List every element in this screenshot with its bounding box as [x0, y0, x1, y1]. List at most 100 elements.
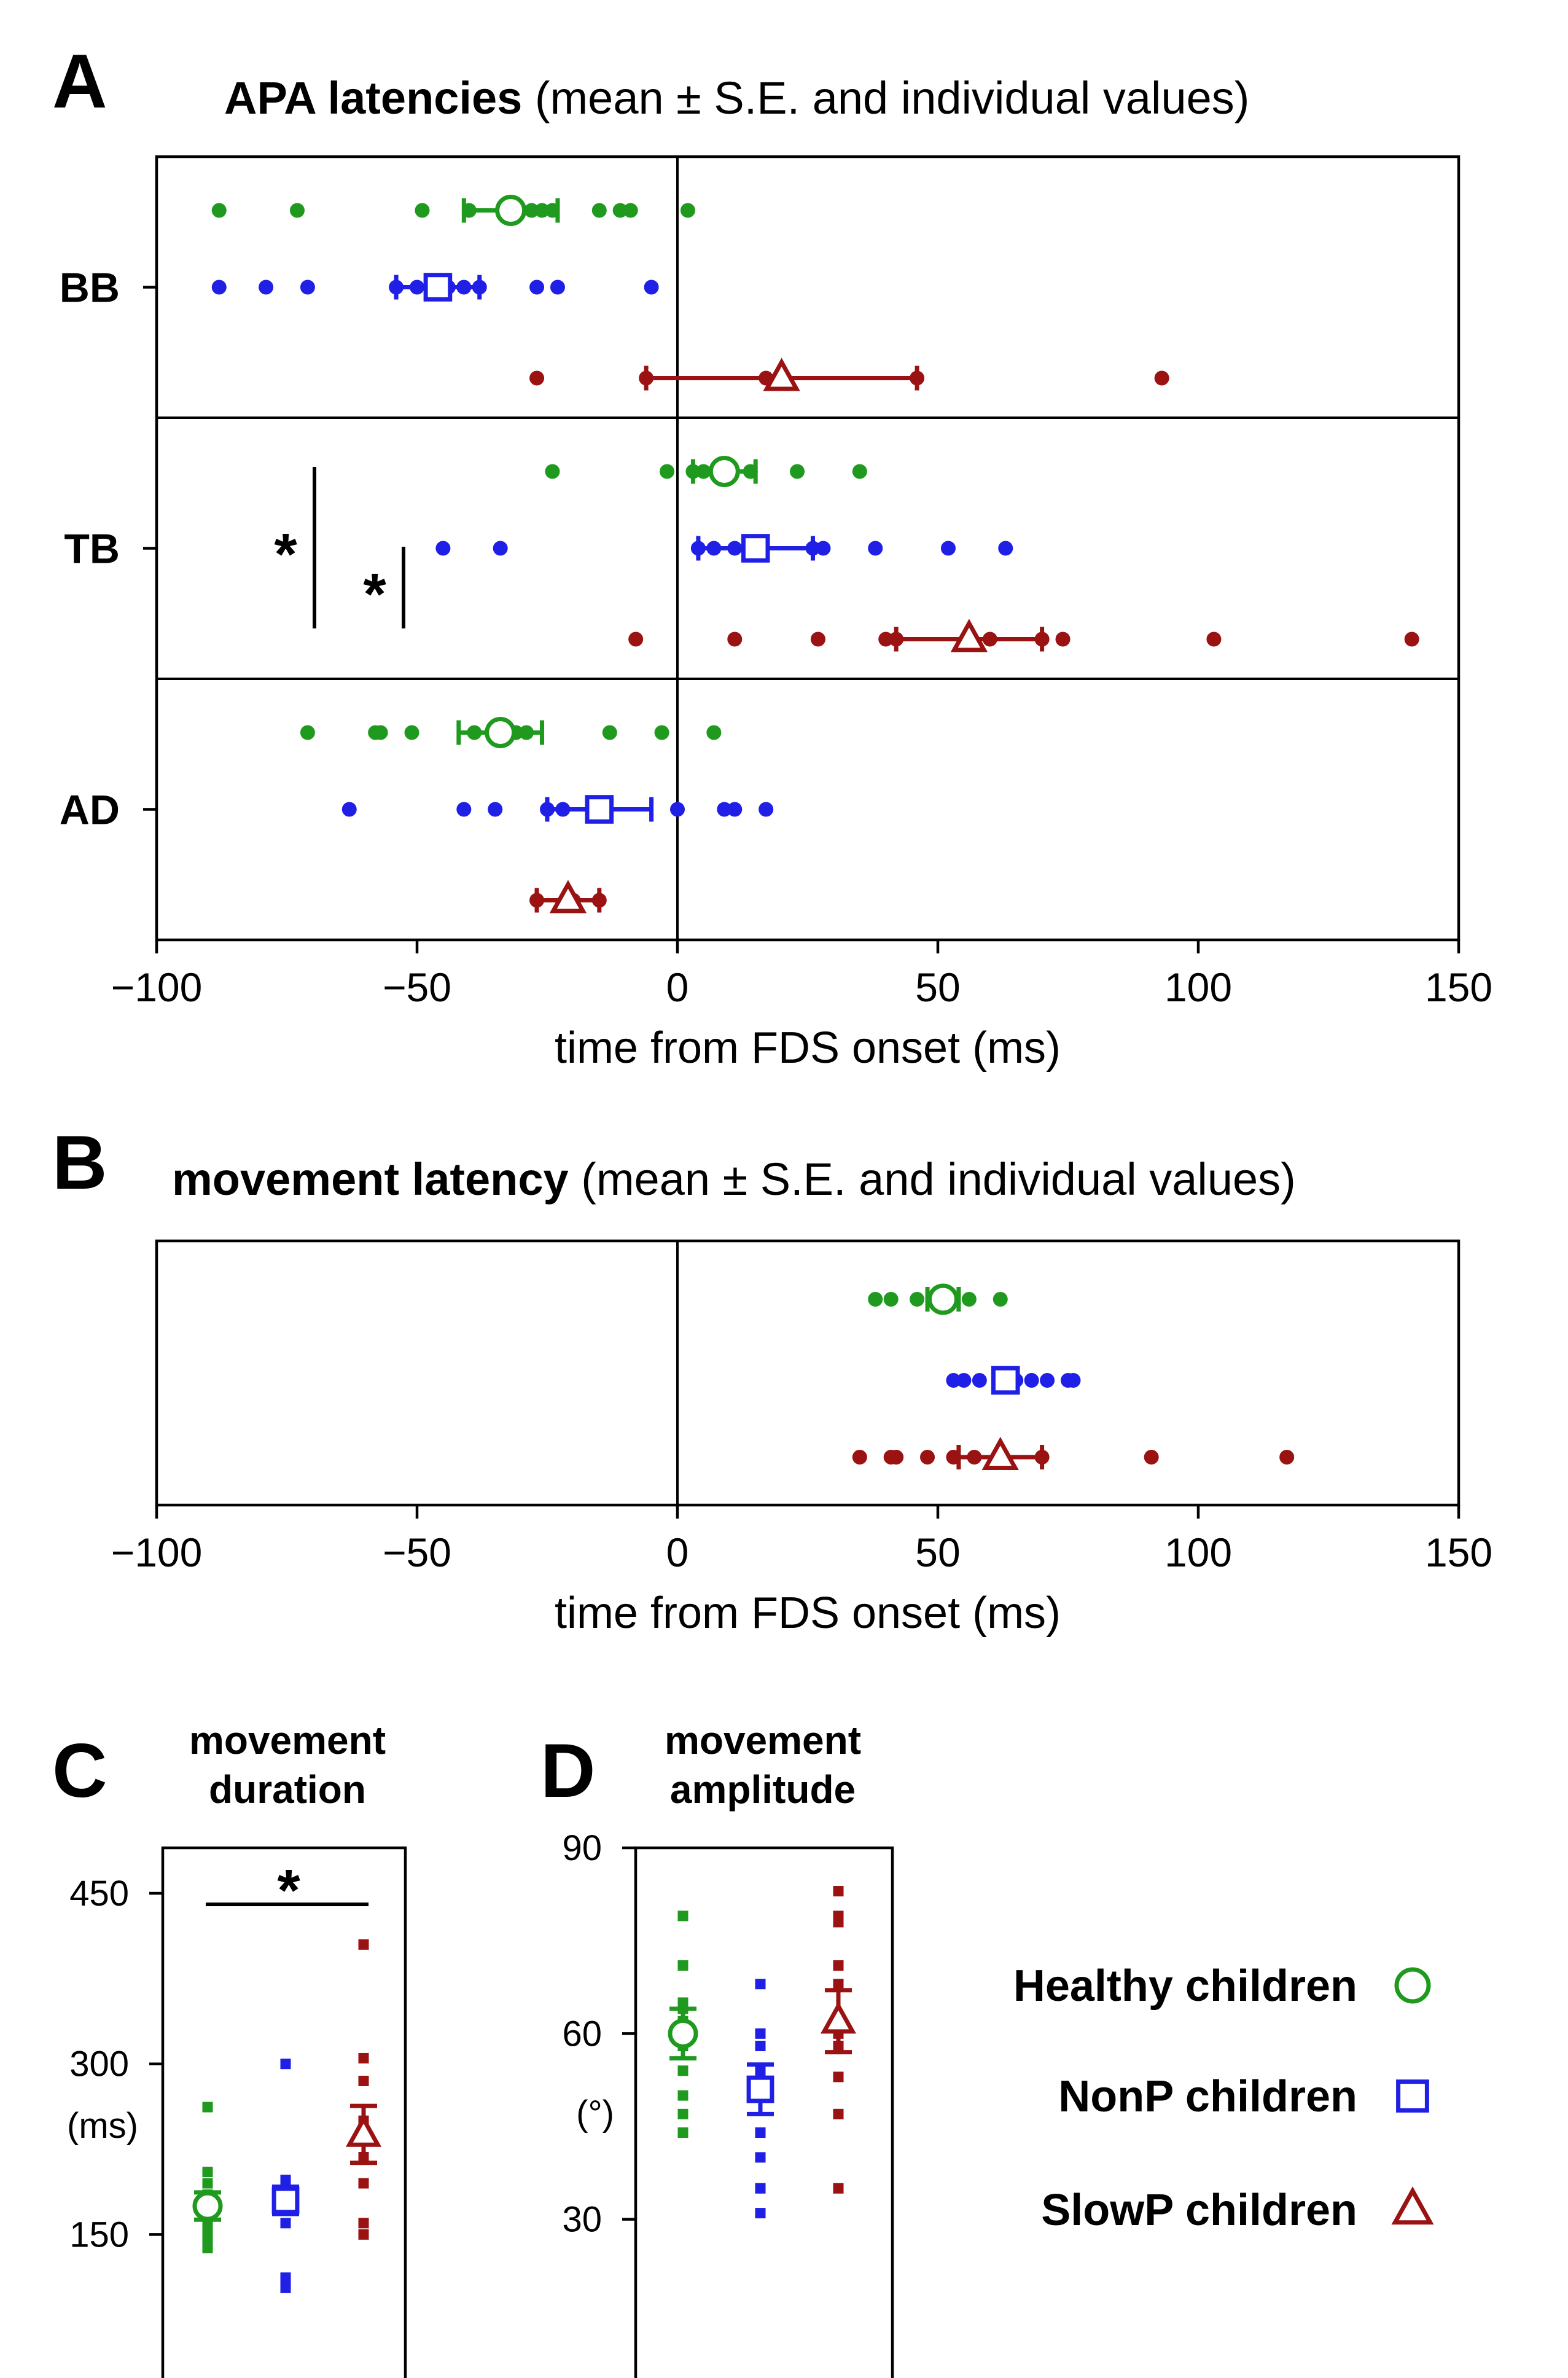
mean-marker-nonp	[746, 2075, 774, 2103]
point-healthy	[602, 725, 617, 740]
x-axis-label-B: time from FDS onset (ms)	[555, 1589, 1061, 1638]
significance-markers-A	[313, 467, 405, 628]
mean-marker-healthy	[927, 1283, 959, 1315]
panel-label-D: D	[540, 1729, 596, 1813]
significance-star: *	[363, 561, 386, 627]
legend-label: Healthy children	[1013, 1961, 1357, 2011]
x-axis-label-A: time from FDS onset (ms)	[555, 1023, 1061, 1073]
point-healthy	[852, 464, 867, 479]
panel-label-A: A	[52, 39, 107, 124]
point-slowp	[878, 632, 894, 647]
legend-label: NonP children	[1058, 2072, 1357, 2121]
point-healthy	[677, 1911, 688, 1922]
point-slowp	[1154, 370, 1169, 386]
point-slowp	[833, 2071, 844, 2083]
row-label-BB: BB	[60, 265, 120, 311]
point-healthy	[677, 2065, 688, 2076]
point-healthy	[415, 203, 430, 218]
legend-marker-nonp	[1396, 2079, 1429, 2113]
mean-marker-nonp	[423, 273, 453, 302]
point-slowp	[358, 2218, 369, 2229]
point-healthy	[660, 464, 675, 479]
point-nonp	[972, 1373, 987, 1388]
point-slowp	[833, 2183, 844, 2194]
x-tick-label-A: 0	[666, 964, 689, 1010]
mean-marker-nonp	[271, 2186, 300, 2215]
point-nonp	[211, 280, 227, 295]
point-nonp	[644, 280, 659, 295]
point-nonp	[755, 2152, 766, 2163]
point-healthy	[404, 725, 419, 740]
point-healthy	[883, 1292, 899, 1307]
mean-marker-healthy	[668, 2018, 698, 2049]
x-tick-label-A: −100	[111, 964, 203, 1010]
y-axis-label-C: (ms)	[67, 2106, 138, 2146]
point-slowp	[358, 2229, 369, 2240]
x-tick-label-B: 100	[1164, 1530, 1232, 1575]
point-slowp	[358, 2075, 369, 2086]
x-tick-label-B: −100	[111, 1530, 203, 1575]
point-healthy	[677, 2090, 688, 2101]
point-nonp	[280, 2282, 291, 2293]
point-nonp	[940, 541, 956, 556]
point-healthy	[612, 203, 628, 218]
point-slowp	[833, 1979, 844, 1990]
x-tick-label-B: −50	[383, 1530, 451, 1575]
point-nonp	[755, 2183, 766, 2194]
point-nonp	[1024, 1373, 1039, 1388]
point-slowp	[852, 1450, 867, 1465]
point-slowp	[1055, 632, 1071, 647]
mean-marker-slowp	[763, 358, 800, 391]
mean-marker-healthy	[708, 456, 740, 487]
point-healthy	[910, 1292, 925, 1307]
point-nonp	[755, 2040, 766, 2051]
point-nonp	[529, 280, 545, 295]
panel-title-A: APA latencies (mean ± S.E. and individua…	[224, 72, 1249, 123]
point-nonp	[1066, 1373, 1081, 1388]
point-slowp	[1144, 1450, 1159, 1465]
point-healthy	[202, 2227, 213, 2238]
mean-marker-nonp	[741, 534, 770, 563]
mean-marker-healthy	[495, 195, 527, 226]
x-tick-label-B: 50	[915, 1530, 960, 1575]
plot-frame-B	[155, 1239, 1461, 1507]
significance-star: *	[274, 522, 297, 587]
point-healthy	[202, 2102, 213, 2113]
point-nonp	[755, 2028, 766, 2039]
point-healthy	[623, 203, 638, 218]
point-nonp	[755, 2208, 766, 2219]
point-nonp	[280, 2218, 291, 2229]
point-healthy	[993, 1292, 1008, 1307]
y-tick-label-D: 60	[562, 2014, 602, 2054]
legend-item-healthy: Healthy children	[1013, 1961, 1431, 2011]
legend-marker-healthy	[1394, 1967, 1431, 2004]
mean-marker-healthy	[192, 2191, 223, 2221]
point-nonp	[341, 802, 357, 817]
mean-marker-slowp	[981, 1436, 1019, 1471]
point-nonp	[816, 541, 831, 556]
point-nonp	[946, 1373, 961, 1388]
point-healthy	[289, 203, 305, 218]
point-nonp	[868, 541, 883, 556]
point-nonp	[755, 1979, 766, 1990]
point-slowp	[1206, 632, 1222, 647]
point-healthy	[790, 464, 805, 479]
point-nonp	[259, 280, 274, 295]
legend-label: SlowP children	[1041, 2186, 1357, 2235]
mean-marker-slowp	[345, 2114, 382, 2147]
point-nonp	[300, 280, 315, 295]
point-healthy	[677, 2127, 688, 2138]
point-nonp	[727, 802, 743, 817]
mean-marker-slowp	[950, 619, 988, 652]
legend-marker-slowp	[1391, 2186, 1434, 2225]
mean-marker-slowp	[549, 880, 587, 913]
point-nonp	[488, 802, 503, 817]
mean-marker-nonp	[991, 1366, 1020, 1395]
x-tick-label-B: 150	[1425, 1530, 1492, 1575]
point-healthy	[202, 2243, 213, 2254]
point-healthy	[677, 2108, 688, 2119]
point-slowp	[810, 632, 825, 647]
point-slowp	[920, 1450, 935, 1465]
point-healthy	[677, 1997, 688, 2008]
